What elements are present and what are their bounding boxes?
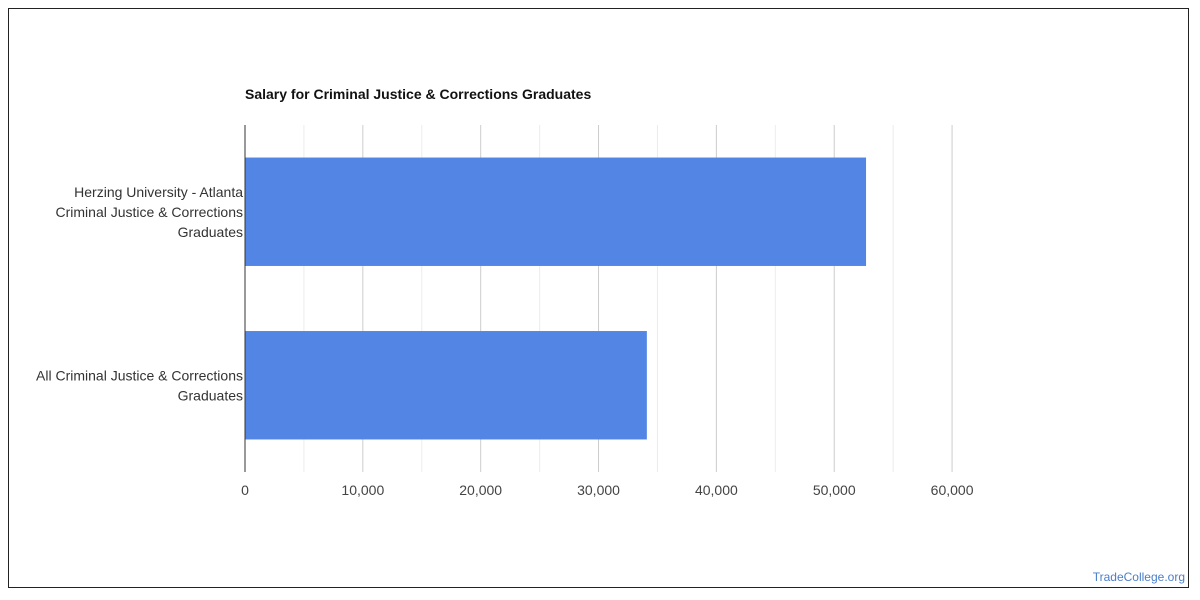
category-label-1: All Criminal Justice & Corrections Gradua… (36, 367, 243, 403)
bar-0 (245, 157, 867, 266)
bars (245, 157, 867, 440)
x-tick-label: 30,000 (577, 482, 620, 498)
x-tick-label: 20,000 (459, 482, 502, 498)
x-tick-label: 50,000 (813, 482, 856, 498)
x-tick-labels: 0 10,000 20,000 30,000 40,000 50,000 60,000 (241, 482, 974, 498)
bar-1 (245, 331, 647, 440)
category-label-0: Herzing University - Atlanta Criminal Jus… (56, 184, 244, 240)
watermark-link[interactable]: TradeCollege.org (1092, 570, 1185, 584)
chart-title: Salary for Criminal Justice & Correction… (245, 86, 592, 102)
x-tick-label: 60,000 (931, 482, 974, 498)
x-tick-label: 0 (241, 482, 249, 498)
x-tick-label: 40,000 (695, 482, 738, 498)
category-labels: Herzing University - Atlanta Criminal Jus… (36, 184, 243, 404)
x-tick-label: 10,000 (341, 482, 384, 498)
